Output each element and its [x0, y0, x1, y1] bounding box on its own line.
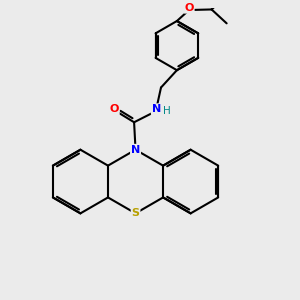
Text: H: H	[163, 106, 171, 116]
Text: O: O	[184, 3, 194, 13]
Text: N: N	[152, 104, 161, 114]
Text: N: N	[131, 145, 140, 155]
Text: O: O	[110, 104, 119, 114]
Text: S: S	[131, 208, 140, 218]
